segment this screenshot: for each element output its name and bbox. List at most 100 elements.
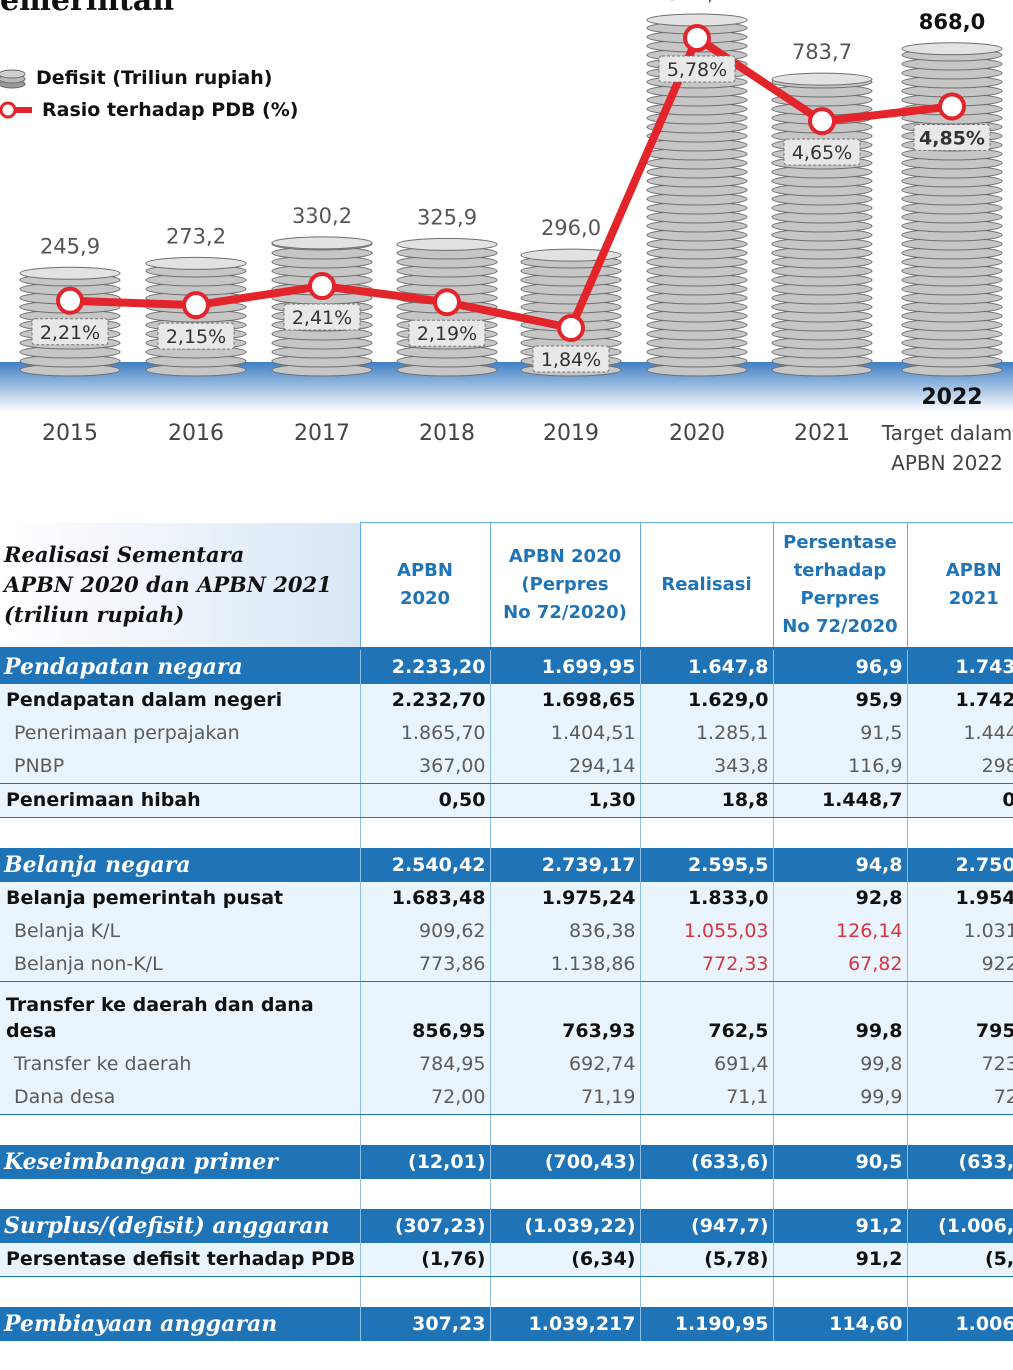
cell-value: 2.540,42 — [359, 848, 490, 882]
cell-value — [772, 817, 907, 848]
deficit-chart: emerintah Defisit (Triliun rupiah) Rasio… — [0, 0, 1013, 480]
ratio-label-box-2016 — [157, 322, 235, 350]
cell-value: 1.448,7 — [772, 783, 907, 818]
ratio-point-2016 — [182, 291, 210, 320]
cell-value: (633,1) — [906, 1145, 1013, 1179]
cell-value: 72,00 — [359, 1081, 490, 1115]
row-label: Transfer ke daerah — [0, 1048, 360, 1081]
table-row: Pendapatan dalam negeri 2.232,70 1.698,65 1… — [0, 684, 1013, 717]
cell-value: 856,95 — [359, 981, 490, 1048]
table-spacer-row — [0, 1114, 1013, 1145]
category-label-2022: 2022 — [921, 385, 982, 410]
cell-value: 114,60 — [772, 1307, 907, 1341]
cell-value: 1.647,8 — [639, 648, 773, 684]
column-header-line: terhadap — [793, 560, 887, 581]
cell-value — [906, 817, 1013, 848]
cell-value: 91,2 — [772, 1209, 907, 1243]
row-label: Belanja pemerintah pusat — [0, 882, 360, 915]
chart-title: emerintah — [0, 0, 174, 20]
column-header-line: Realisasi — [661, 574, 752, 595]
cell-value: 1.954,5 — [906, 882, 1013, 915]
table-row: Belanja non-K/L 773,86 1.138,86 772,33 67,82… — [0, 948, 1013, 982]
column-header-line: APBN 2020 — [508, 546, 622, 567]
bar-value-label-2015: 245,9 — [40, 234, 100, 258]
bar-value-label-2017: 330,2 — [292, 204, 352, 228]
cell-value: 691,4 — [639, 1048, 773, 1081]
ratio-point-2017 — [308, 272, 336, 301]
ratio-label-2015: 2,21% — [40, 322, 100, 344]
table-caption-line: APBN 2020 dan APBN 2021 — [4, 571, 332, 597]
cell-value — [489, 1179, 640, 1209]
cell-value: 298,2 — [906, 750, 1013, 784]
ratio-line — [69, 34, 953, 332]
cell-value: 1.031,9 — [906, 915, 1013, 948]
ratio-label-box-2021 — [783, 138, 861, 166]
table-row: Surplus/(defisit) anggaran (307,23) (1.039… — [0, 1209, 1013, 1243]
cell-value — [359, 1114, 490, 1145]
chart-plot: 245,9 273,2 330,2 325,9 296,0 947,7 783,7 868,0… — [0, 0, 1013, 475]
row-label: Pembiayaan anggaran — [0, 1307, 360, 1341]
cell-value: 99,8 — [772, 1048, 907, 1081]
category-label-2021: 2021 — [794, 421, 850, 446]
cell-value: 1.190,95 — [639, 1307, 773, 1341]
bar-value-label-2020: 947,7 — [667, 0, 727, 5]
cell-value: 1,30 — [489, 783, 640, 818]
row-label: Surplus/(defisit) anggaran — [0, 1209, 360, 1243]
row-label — [0, 1179, 360, 1209]
line-marker-icon — [0, 101, 32, 119]
cell-value: 1.285,1 — [639, 717, 773, 750]
cell-value: (1.039,22) — [489, 1209, 640, 1243]
cell-value — [639, 1114, 773, 1145]
cell-value: 922,5 — [906, 948, 1013, 982]
cell-value: 773,86 — [359, 948, 490, 982]
cell-value: 1.743,6 — [906, 648, 1013, 684]
column-header-line: No 72/2020 — [782, 616, 898, 637]
cell-value: 126,14 — [772, 915, 907, 948]
cell-value: 307,23 — [359, 1307, 490, 1341]
cell-value: 2.232,70 — [359, 684, 490, 717]
ratio-label-box-2017 — [283, 303, 361, 331]
cell-value: (1.006,3) — [906, 1209, 1013, 1243]
ratio-point-2022 — [938, 92, 966, 121]
row-label — [0, 1276, 360, 1307]
column-header-line: APBN — [397, 560, 453, 581]
legend-item-ratio: Rasio terhadap PDB (%) — [0, 94, 298, 126]
legend-label-deficit: Defisit (Triliun rupiah) — [36, 67, 273, 89]
cell-value: 91,5 — [772, 717, 907, 750]
cell-value: 795,4 — [906, 981, 1013, 1048]
cell-value: 1.138,86 — [489, 948, 640, 982]
row-label: Belanja negara — [0, 848, 360, 882]
bar-value-label-2022: 868,0 — [919, 10, 985, 34]
ratio-point-2020 — [683, 24, 711, 52]
cell-value — [639, 1179, 773, 1209]
cell-value: 723,4 — [906, 1048, 1013, 1081]
cell-value — [906, 1276, 1013, 1307]
cell-value — [489, 1114, 640, 1145]
column-header-4: APBN 2021 — [906, 522, 1013, 650]
cell-value: 91,2 — [772, 1243, 907, 1277]
ratio-label-box-2015 — [31, 318, 109, 346]
row-label — [0, 1114, 360, 1145]
table-row: Transfer ke daerah dan dana desa 856,95 76… — [0, 981, 1013, 1048]
cell-value: 1.055,03 — [639, 915, 773, 948]
row-label — [0, 817, 360, 848]
coin-stack-icon — [0, 69, 26, 89]
cell-value: 2.595,5 — [639, 848, 773, 882]
table-spacer-row — [0, 1179, 1013, 1209]
cell-value: 1.975,24 — [489, 882, 640, 915]
category-label-2017: 2017 — [294, 421, 350, 446]
row-label: Belanja non-K/L — [0, 948, 360, 982]
chart-title-line: emerintah — [0, 0, 175, 18]
cell-value: 95,9 — [772, 684, 907, 717]
ratio-label-2019: 1,84% — [541, 349, 601, 371]
cell-value: (633,6) — [639, 1145, 773, 1179]
column-header-line: (Perpres — [521, 574, 609, 595]
cell-value: 1.404,51 — [489, 717, 640, 750]
cell-value: 72,0 — [906, 1081, 1013, 1115]
row-label: Penerimaan hibah — [0, 783, 360, 818]
ratio-label-2018: 2,19% — [417, 323, 477, 345]
cell-value: 1.039,217 — [489, 1307, 640, 1341]
cell-value: 1.629,0 — [639, 684, 773, 717]
row-label: Dana desa — [0, 1081, 360, 1115]
row-label: Penerimaan perpajakan — [0, 717, 360, 750]
